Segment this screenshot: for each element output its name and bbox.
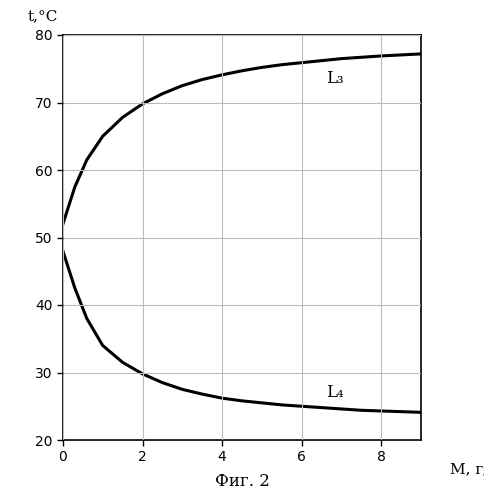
Text: L₃: L₃ xyxy=(326,70,343,88)
Text: Фиг. 2: Фиг. 2 xyxy=(214,473,270,490)
Y-axis label: t,°C: t,°C xyxy=(27,9,58,23)
X-axis label: M, г/с: M, г/с xyxy=(450,462,484,476)
Text: L₄: L₄ xyxy=(326,384,343,401)
